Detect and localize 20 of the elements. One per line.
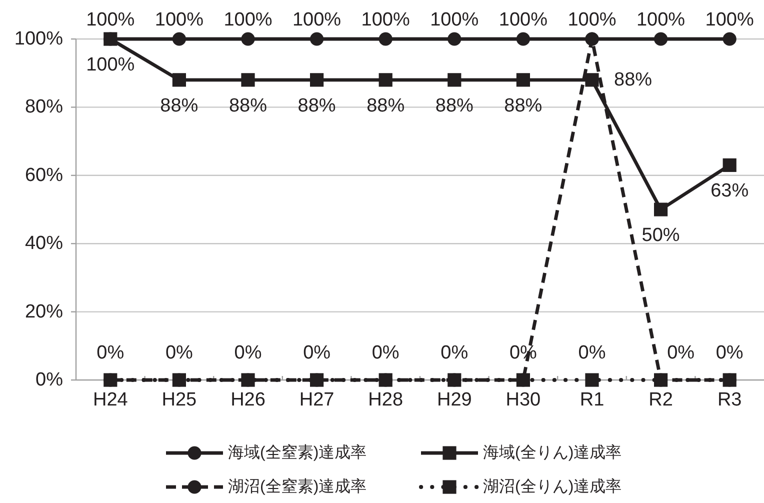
x-tick-label: H29	[436, 390, 472, 410]
legend-label: 湖沼(全りん)達成率	[483, 478, 622, 496]
x-tick-label: H25	[162, 390, 197, 410]
x-tick-label: H26	[230, 390, 266, 410]
legend-label: 海域(全りん)達成率	[483, 444, 622, 462]
x-tick-label: H30	[506, 390, 541, 410]
y-tick-label: 20%	[24, 301, 64, 322]
y-tick-label: 0%	[36, 370, 64, 390]
x-tick-label: H27	[299, 390, 334, 410]
x-tick-label: R1	[580, 390, 604, 410]
y-tick-label: 60%	[24, 164, 64, 186]
y-tick-label: 80%	[24, 96, 64, 118]
legend-label: 海域(全窒素)達成率	[228, 444, 367, 462]
x-tick-label: R2	[648, 390, 673, 410]
y-tick-label: 100%	[14, 28, 64, 50]
x-tick-label: R3	[717, 390, 742, 410]
legend-label: 湖沼(全窒素)達成率	[228, 478, 367, 496]
y-tick-label: 40%	[24, 233, 64, 254]
x-tick-label: H24	[92, 390, 128, 410]
x-tick-label: H28	[368, 390, 404, 410]
